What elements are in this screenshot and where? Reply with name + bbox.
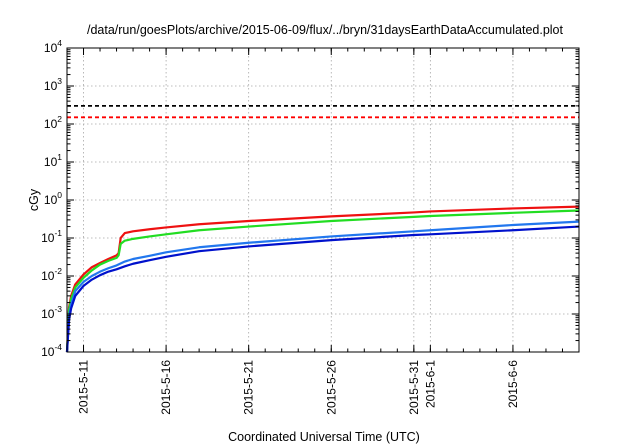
series-line: [65, 205, 580, 353]
y-tick-label: 104: [44, 38, 62, 55]
y-tick-label: 10-4: [41, 342, 62, 359]
chart-title: /data/run/goesPlots/archive/2015-06-09/f…: [87, 23, 563, 37]
x-tick-label: 2015-5-31: [407, 360, 421, 415]
series-line: [65, 209, 580, 353]
x-tick-label: 2015-6-1: [423, 360, 437, 408]
y-axis-ticks: 10-4 10-3 10-2 10-1 100 101 102 103 104: [41, 38, 579, 359]
y-tick-label: 102: [44, 114, 62, 131]
series-lines: [65, 205, 580, 353]
x-axis-label: Coordinated Universal Time (UTC): [228, 430, 420, 444]
grid-lines: [67, 48, 579, 352]
x-tick-label: 2015-5-21: [242, 360, 256, 415]
x-tick-label: 2015-6-6: [506, 360, 520, 408]
y-tick-label: 100: [44, 190, 62, 207]
series-line: [65, 220, 580, 353]
y-axis-label: cGy: [27, 188, 41, 211]
y-tick-label: 101: [44, 152, 62, 169]
y-tick-label: 10-1: [41, 228, 62, 245]
x-axis-ticks: 2015-5-11 2015-5-16 2015-5-21 2015-5-26 2015…: [77, 48, 563, 415]
y-tick-label: 103: [44, 76, 62, 93]
threshold-lines: [67, 104, 579, 119]
y-tick-label: 10-3: [41, 304, 62, 321]
x-tick-label: 2015-5-26: [324, 360, 338, 415]
series-line: [65, 225, 580, 353]
y-tick-label: 10-2: [41, 266, 62, 283]
x-tick-label: 2015-5-16: [159, 360, 173, 415]
x-tick-label: 2015-5-11: [77, 360, 91, 414]
